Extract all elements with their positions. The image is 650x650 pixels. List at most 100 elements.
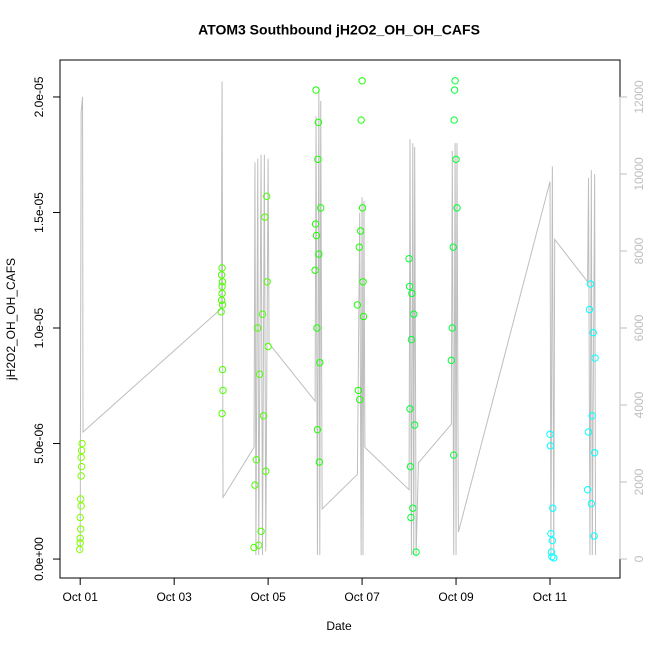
data-point — [263, 192, 271, 201]
data-point — [251, 481, 259, 489]
data-point — [355, 243, 363, 251]
data-point — [255, 541, 263, 549]
data-point — [447, 356, 456, 365]
data-point — [314, 118, 323, 127]
data-point — [257, 527, 265, 536]
data-point — [76, 495, 85, 503]
data-point — [258, 310, 267, 318]
y2-tick-label: 10000 — [632, 157, 646, 191]
data-point — [315, 250, 323, 258]
data-point — [77, 472, 85, 480]
x-axis-label: Date — [326, 619, 352, 633]
data-point — [546, 430, 554, 438]
data-point — [356, 395, 364, 404]
data-point — [354, 386, 363, 395]
data-point — [448, 324, 456, 332]
data-point — [264, 342, 272, 351]
x-tick-label: Oct 01 — [63, 590, 99, 604]
data-point — [312, 86, 320, 94]
data-point — [590, 532, 598, 540]
data-point — [583, 486, 592, 494]
data-point — [312, 231, 321, 240]
data-point — [76, 513, 84, 522]
data-point — [261, 213, 269, 221]
y2-tick-label: 0 — [632, 555, 646, 562]
data-point — [590, 449, 599, 457]
data-point — [549, 504, 557, 512]
data-point — [358, 77, 366, 85]
data-point — [408, 289, 416, 298]
data-point — [358, 204, 367, 212]
chart-title: ATOM3 Southbound jH2O2_OH_OH_CAFS — [198, 22, 480, 38]
data-point — [218, 282, 226, 291]
data-point — [254, 324, 262, 332]
data-point — [410, 421, 419, 429]
y2-tick-label: 2000 — [632, 468, 646, 495]
y2-tick-label: 4000 — [632, 391, 646, 418]
data-point — [77, 453, 85, 462]
data-point — [262, 467, 270, 475]
y-axis-label: jH2O2_OH_OH_CAFS — [4, 258, 18, 381]
data-point — [259, 412, 268, 420]
y-tick-label: 2.0e-05 — [32, 76, 46, 117]
data-point — [547, 529, 555, 538]
data-point — [78, 439, 86, 448]
y-tick-label: 5.0e-06 — [32, 423, 46, 464]
y2-tick-label: 6000 — [632, 314, 646, 341]
y-tick-label: 1.5e-05 — [32, 192, 46, 233]
data-point — [410, 310, 418, 318]
data-point — [407, 335, 416, 344]
data-point — [250, 543, 258, 552]
data-point — [218, 289, 226, 298]
data-point — [255, 370, 264, 378]
data-point — [405, 282, 414, 291]
x-tick-label: Oct 09 — [438, 590, 474, 604]
data-point — [587, 499, 596, 508]
data-point — [314, 155, 322, 164]
y-tick-label: 0.0e+00 — [32, 537, 46, 581]
data-point — [359, 278, 367, 286]
data-point — [412, 548, 420, 556]
data-point — [217, 308, 225, 316]
data-point — [406, 405, 414, 413]
data-point — [589, 328, 597, 337]
data-point — [77, 502, 85, 510]
data-point — [548, 553, 556, 561]
data-point — [263, 278, 271, 286]
data-point — [453, 204, 461, 212]
data-point — [409, 504, 417, 512]
data-point — [406, 462, 415, 471]
data-point — [586, 280, 595, 288]
data-point — [450, 116, 458, 124]
data-point — [405, 254, 413, 263]
x-tick-label: Oct 11 — [533, 590, 568, 604]
data-point — [77, 462, 86, 471]
data-point — [311, 220, 320, 228]
data-point — [76, 525, 85, 533]
data-point — [548, 536, 557, 545]
data-point — [353, 301, 362, 309]
data-point — [315, 458, 324, 466]
data-point — [546, 442, 555, 450]
x-tick-label: Oct 03 — [156, 590, 192, 604]
data-point — [585, 305, 594, 314]
data-point — [316, 358, 324, 367]
data-point — [218, 278, 227, 286]
data-point — [588, 412, 596, 420]
data-point — [317, 204, 325, 212]
data-point — [218, 264, 226, 272]
data-point — [217, 296, 226, 304]
data-point — [252, 456, 261, 464]
x-tick-label: Oct 05 — [250, 590, 286, 604]
data-point — [77, 446, 86, 455]
data-point — [313, 324, 321, 332]
y-tick-label: 1.0e-05 — [32, 307, 46, 348]
data-point — [217, 271, 226, 279]
data-point — [357, 116, 365, 124]
data-point — [591, 354, 599, 362]
data-point — [451, 77, 459, 85]
x-tick-label: Oct 07 — [344, 590, 380, 604]
y2-tick-label: 12000 — [632, 80, 646, 114]
